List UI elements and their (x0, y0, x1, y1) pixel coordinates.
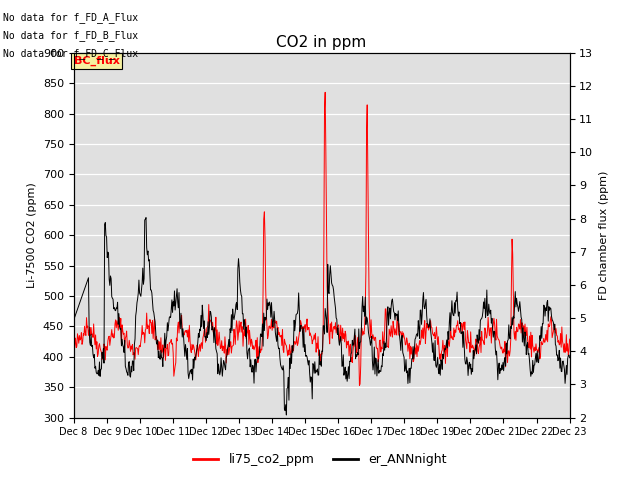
Legend: li75_co2_ppm, er_ANNnight: li75_co2_ppm, er_ANNnight (188, 448, 452, 471)
Text: No data for f_FD_C_Flux: No data for f_FD_C_Flux (3, 48, 138, 60)
Title: CO2 in ppm: CO2 in ppm (276, 35, 367, 50)
Text: No data for f_FD_B_Flux: No data for f_FD_B_Flux (3, 30, 138, 41)
Text: BC_flux: BC_flux (74, 56, 120, 66)
Text: No data for f_FD_A_Flux: No data for f_FD_A_Flux (3, 12, 138, 23)
Y-axis label: FD chamber flux (ppm): FD chamber flux (ppm) (599, 170, 609, 300)
Y-axis label: Li-7500 CO2 (ppm): Li-7500 CO2 (ppm) (27, 182, 37, 288)
